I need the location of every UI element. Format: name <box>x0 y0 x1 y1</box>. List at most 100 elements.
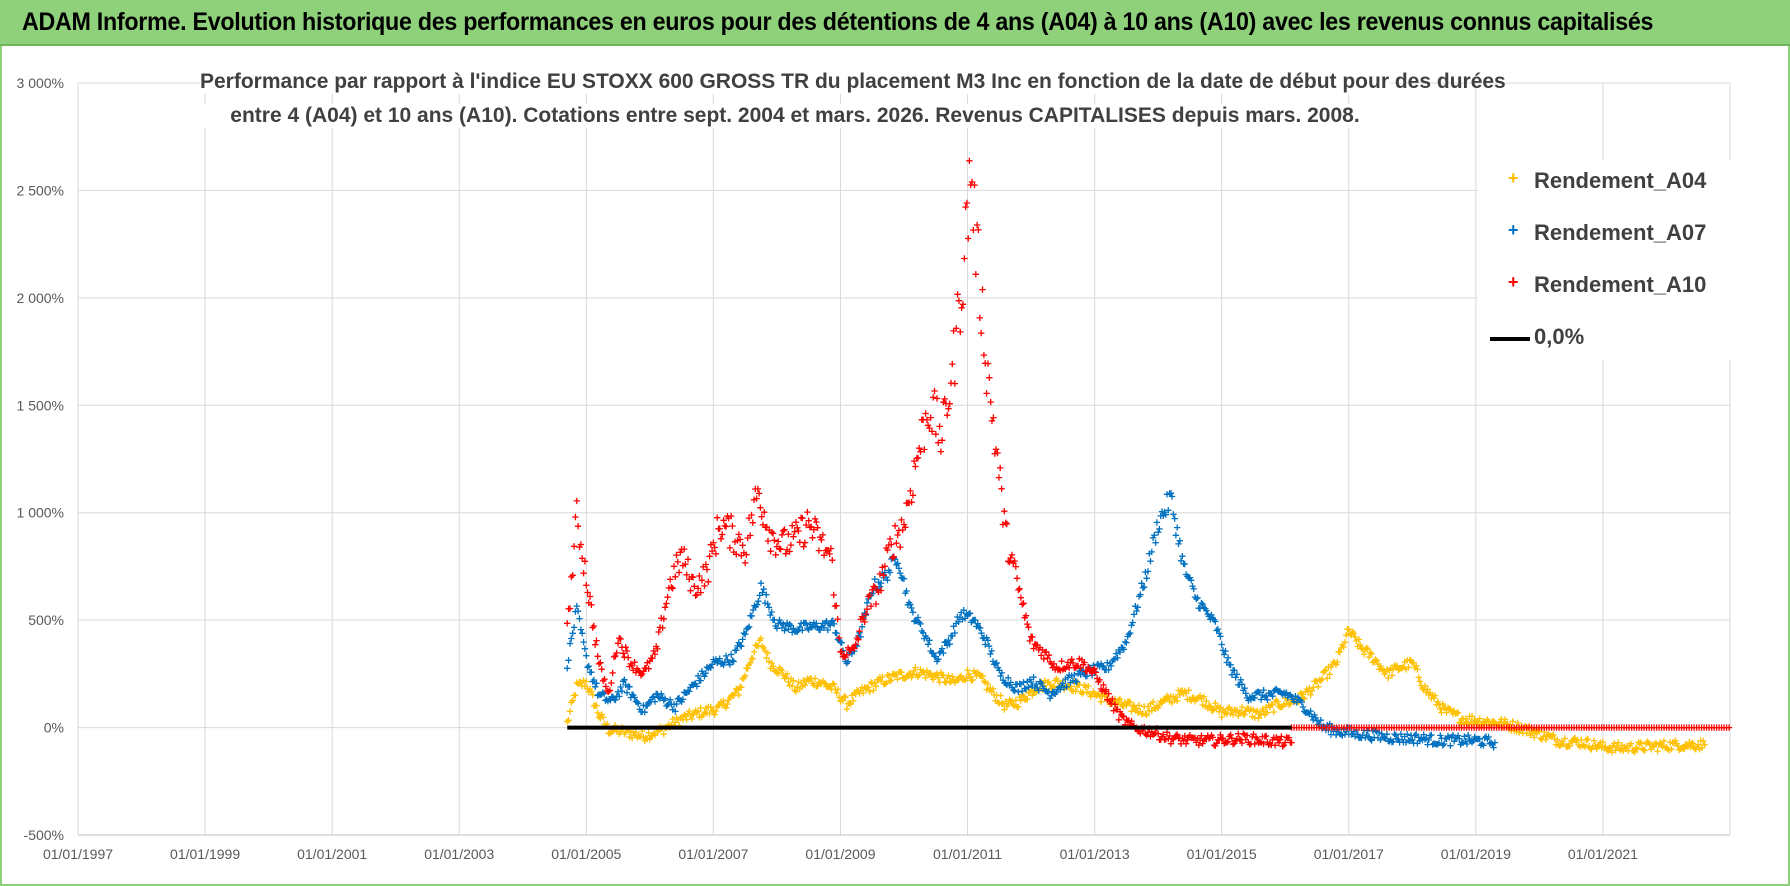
data-point-a10 <box>605 688 612 695</box>
x-tick-label: 01/01/2005 <box>551 846 621 862</box>
data-point-a07 <box>720 661 727 669</box>
data-point-a07 <box>1035 687 1042 694</box>
data-point-a04 <box>569 697 576 704</box>
data-point-a04 <box>912 664 919 671</box>
data-point-a10 <box>577 541 585 548</box>
data-point-a07 <box>753 601 761 608</box>
data-point-a04 <box>688 715 695 723</box>
data-point-a04 <box>1611 740 1618 747</box>
data-point-a10 <box>872 600 880 608</box>
data-point-a10 <box>987 398 994 406</box>
data-point-a04 <box>1318 675 1326 683</box>
data-point-a04 <box>1304 688 1312 695</box>
x-tick-label: 01/01/2017 <box>1314 846 1384 862</box>
data-point-a10 <box>861 618 868 626</box>
data-point-a04 <box>1527 732 1534 739</box>
data-point-a10 <box>979 286 986 293</box>
data-point-a10 <box>815 547 823 554</box>
data-point-a07 <box>1059 680 1066 687</box>
data-point-a07 <box>574 608 582 615</box>
data-point-a07 <box>1005 674 1012 681</box>
data-point-a07 <box>894 560 901 567</box>
data-point-a10 <box>714 514 721 521</box>
data-point-a10 <box>1111 701 1119 708</box>
data-point-a04 <box>1554 736 1561 743</box>
data-point-a10 <box>1182 740 1190 747</box>
data-point-a10 <box>1012 563 1019 570</box>
data-point-a07 <box>1307 707 1314 715</box>
data-point-a10 <box>787 541 795 549</box>
legend-marker-a10: + <box>1508 272 1519 292</box>
data-point-a07 <box>1015 688 1022 696</box>
data-point-a10 <box>927 414 934 421</box>
data-point-a07 <box>755 598 762 605</box>
data-point-a10 <box>1227 731 1234 738</box>
data-point-a10 <box>572 513 579 521</box>
data-point-a10 <box>570 543 578 550</box>
data-point-a04 <box>1176 691 1183 698</box>
data-point-a04 <box>1298 691 1305 698</box>
data-point-a10 <box>720 517 727 524</box>
data-point-a10 <box>689 574 697 581</box>
data-point-a10 <box>1040 655 1047 663</box>
data-point-a04 <box>1550 731 1557 738</box>
data-point-a10 <box>1288 739 1295 746</box>
data-point-a04 <box>1017 697 1025 704</box>
data-point-a04 <box>783 670 791 677</box>
data-point-a10 <box>976 314 983 322</box>
data-point-a10 <box>588 601 595 608</box>
data-point-a04 <box>1583 736 1590 744</box>
data-point-a04 <box>1424 686 1431 693</box>
data-point-a10 <box>811 515 819 523</box>
data-point-a07 <box>1127 629 1134 637</box>
data-point-a04 <box>881 681 889 688</box>
data-point-a04 <box>842 694 849 701</box>
data-point-a10 <box>936 423 943 430</box>
x-tick-label: 01/01/2009 <box>805 846 875 862</box>
data-point-a10 <box>1725 724 1733 731</box>
data-point-a07 <box>1437 732 1444 739</box>
data-point-a10 <box>954 291 961 298</box>
data-point-a10 <box>1181 732 1188 740</box>
data-point-a04 <box>760 644 767 652</box>
data-point-a07 <box>1299 703 1307 711</box>
data-point-a10 <box>1228 735 1236 742</box>
data-point-a04 <box>1068 687 1075 694</box>
data-point-a04 <box>1336 648 1344 656</box>
data-point-a07 <box>739 636 746 643</box>
data-point-a04 <box>949 673 956 680</box>
data-point-a07 <box>1165 507 1172 514</box>
data-point-a10 <box>894 531 901 539</box>
data-point-a10 <box>1077 664 1084 672</box>
data-point-a04 <box>632 729 640 736</box>
data-point-a10 <box>914 454 922 462</box>
data-point-a07 <box>1232 674 1239 681</box>
data-point-a10 <box>670 563 678 570</box>
data-point-a10 <box>921 446 928 453</box>
legend-marker-a07: + <box>1508 220 1519 240</box>
data-point-a10 <box>1022 612 1030 619</box>
data-point-a04 <box>830 681 838 688</box>
data-point-a10 <box>753 495 760 502</box>
data-point-a07 <box>730 658 737 665</box>
data-point-a10 <box>682 561 689 568</box>
data-point-a10 <box>1251 740 1258 748</box>
data-point-a07 <box>1397 731 1405 738</box>
data-point-a07 <box>1257 696 1265 703</box>
data-point-a07 <box>1105 666 1112 673</box>
axis-layer: -500% 0% 500% 1 000% 1 500% 2 000% 2 500% 3 000… <box>17 75 1730 862</box>
data-point-a10 <box>961 255 968 262</box>
data-point-a10 <box>705 578 712 585</box>
data-point-a07 <box>1010 686 1017 694</box>
data-point-a07 <box>785 626 792 633</box>
data-point-a10 <box>992 446 1000 453</box>
data-point-a04 <box>1340 643 1347 651</box>
data-point-a04 <box>1115 696 1122 704</box>
data-point-a07 <box>838 639 845 646</box>
data-point-a04 <box>969 676 976 684</box>
x-tick-label: 01/01/1999 <box>170 846 240 862</box>
data-point-a04 <box>1350 630 1358 637</box>
data-point-a10 <box>855 636 862 643</box>
data-point-a07 <box>914 614 922 621</box>
